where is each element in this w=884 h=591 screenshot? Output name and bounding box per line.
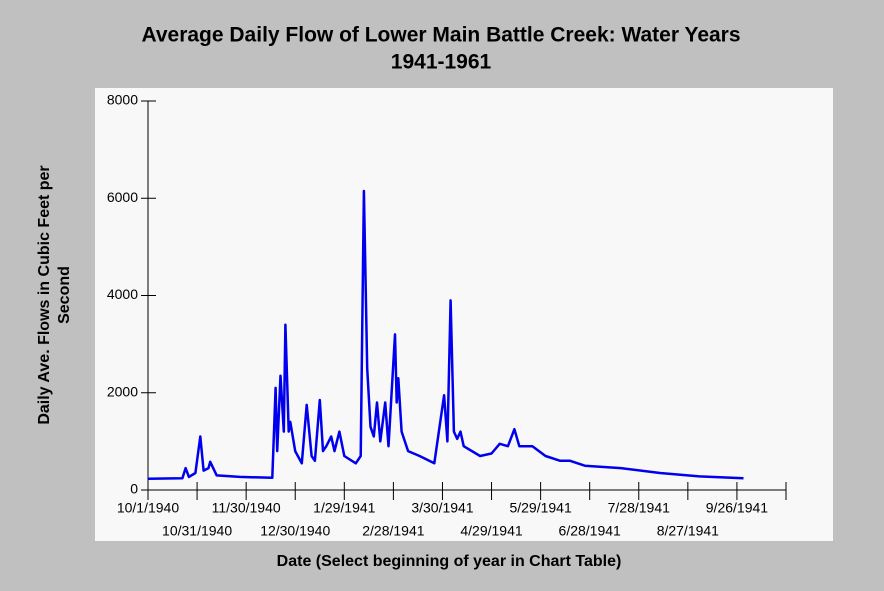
x-tick-label: 10/1/1940 <box>117 500 179 516</box>
x-axis-title: Date (Select beginning of year in Chart … <box>277 553 622 570</box>
x-tick-label: 3/30/1941 <box>411 500 473 516</box>
y-tick-label: 0 <box>130 481 138 497</box>
x-tick-label: 8/27/1941 <box>657 523 719 539</box>
x-tick-label: 10/31/1940 <box>162 523 232 539</box>
y-tick-label: 8000 <box>107 92 138 108</box>
x-tick-label: 5/29/1941 <box>509 500 571 516</box>
y-tick-label: 2000 <box>107 383 138 399</box>
y-axis-title-line: Second <box>56 266 73 324</box>
y-axis-title-line: Daily Ave. Flows in Cubic Feet per <box>36 165 53 424</box>
flow-line <box>147 189 744 481</box>
chart-title: Average Daily Flow of Lower Main Battle … <box>141 24 740 47</box>
chart-title: 1941-1961 <box>391 51 492 74</box>
x-tick-label: 12/30/1940 <box>260 523 330 539</box>
x-tick-label: 2/28/1941 <box>362 523 424 539</box>
y-axis-title: Daily Ave. Flows in Cubic Feet per Secon… <box>36 165 73 424</box>
x-tick-label: 11/30/1940 <box>212 500 281 516</box>
x-tick-label: 4/29/1941 <box>460 523 522 539</box>
plot-area <box>95 88 833 541</box>
y-tick-label: 4000 <box>107 286 138 302</box>
x-tick-label: 7/28/1941 <box>608 500 670 516</box>
x-tick-label: 9/26/1941 <box>706 500 768 516</box>
x-tick-label: 1/29/1941 <box>313 500 375 516</box>
y-tick-label: 6000 <box>107 189 138 205</box>
x-tick-label: 6/28/1941 <box>559 523 621 539</box>
